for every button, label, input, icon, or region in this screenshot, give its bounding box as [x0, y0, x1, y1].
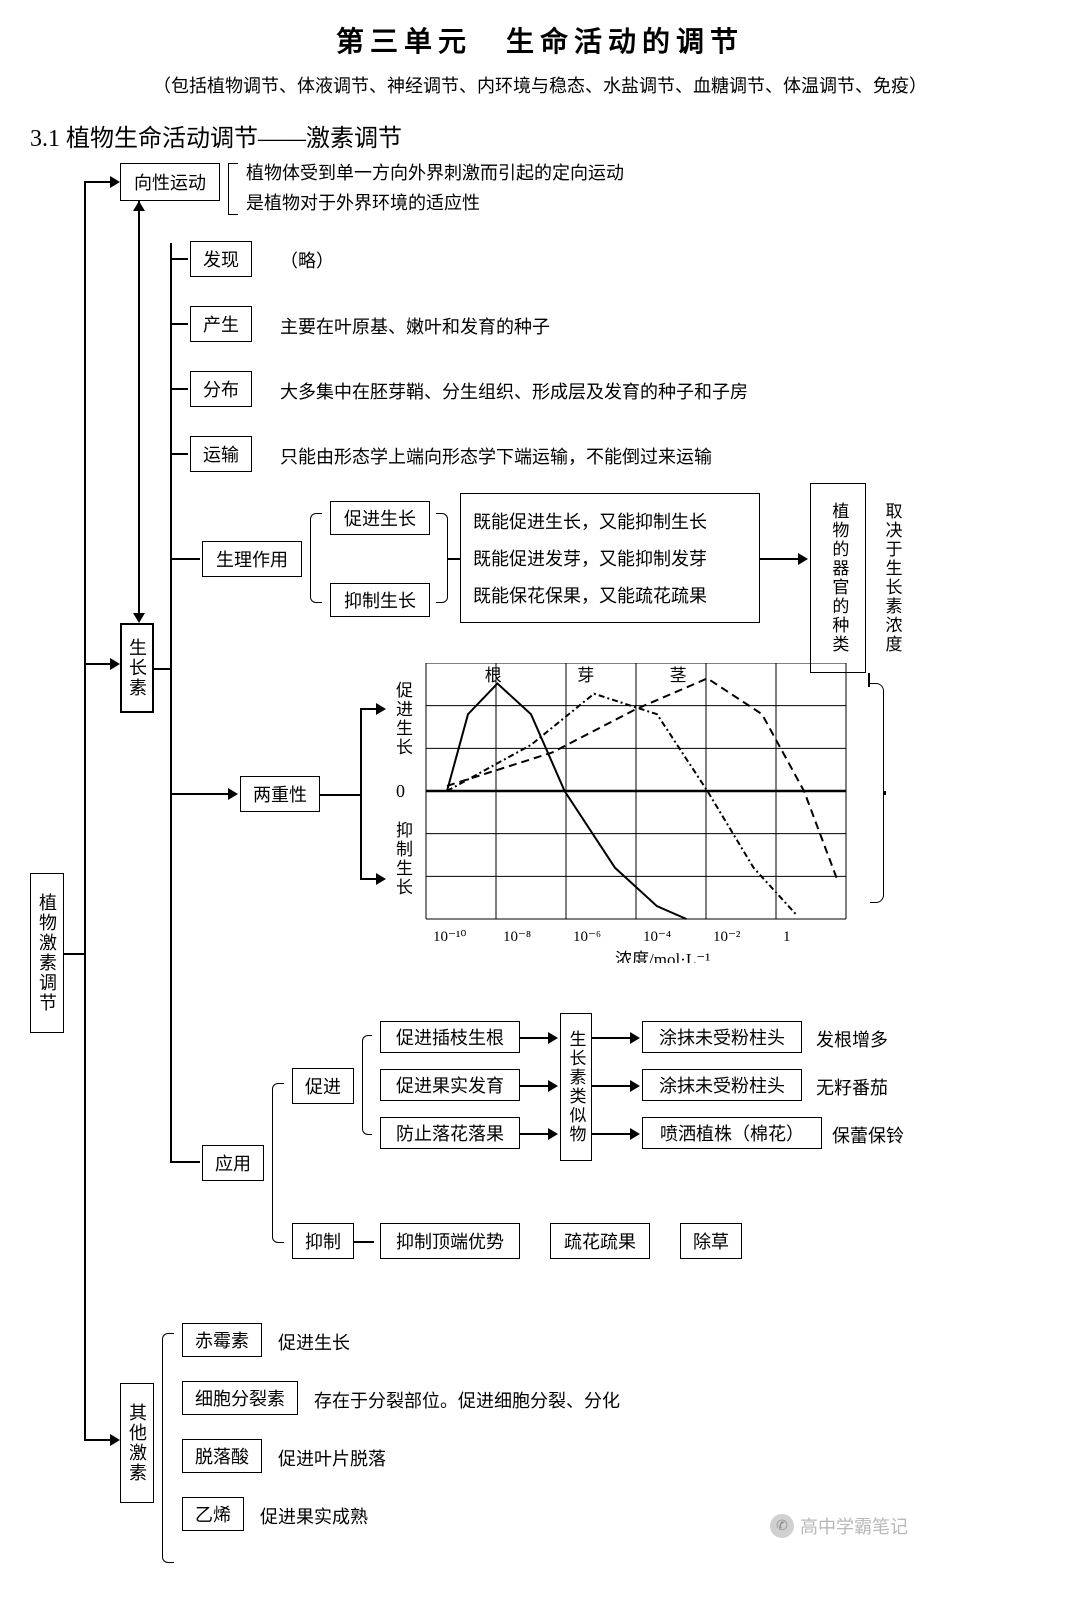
node-root: 植物激素调节 — [30, 873, 64, 1033]
node-distrib: 分布 — [190, 371, 252, 407]
node-ap2: 促进果实发育 — [380, 1069, 520, 1101]
txt-r3b: 保蕾保铃 — [832, 1122, 904, 1148]
duality-chart: 促进生长 0 抑制生长 根芽茎10⁻¹⁰10⁻⁸10⁻⁶10⁻⁴10⁻²1浓度/… — [390, 663, 860, 963]
node-ap1: 促进插枝生根 — [380, 1021, 520, 1053]
section-heading: 3.1 植物生命活动调节——激素调节 — [30, 118, 1050, 153]
wechat-icon: ✆ — [770, 1514, 794, 1538]
node-inhibit-growth: 抑制生长 — [330, 583, 430, 617]
svg-text:1: 1 — [783, 929, 791, 945]
node-r2a: 涂抹未受粉柱头 — [642, 1069, 802, 1101]
svg-text:浓度/mol·L⁻¹: 浓度/mol·L⁻¹ — [615, 950, 710, 963]
txt-discover: （略） — [280, 247, 334, 273]
txt-h2: 存在于分裂部位。促进细胞分裂、分化 — [314, 1387, 620, 1413]
svg-text:10⁻²: 10⁻² — [713, 929, 741, 945]
txt-effect1: 既能促进生长，又能抑制生长 — [473, 508, 707, 534]
node-h1: 赤霉素 — [182, 1323, 262, 1357]
txt-r1b: 发根增多 — [816, 1026, 888, 1052]
txt-tropism2: 是植物对于外界环境的适应性 — [246, 189, 480, 215]
node-transport: 运输 — [190, 436, 252, 472]
txt-transport: 只能由形态学上端向形态学下端运输，不能倒过来运输 — [280, 443, 712, 469]
page-subtitle: （包括植物调节、体液调节、神经调节、内环境与稳态、水盐调节、血糖调节、体温调节、… — [30, 72, 1050, 98]
chart-ylabel-bot: 抑制生长 — [386, 813, 419, 905]
node-discover: 发现 — [190, 241, 252, 277]
watermark: ✆ 高中学霸笔记 — [770, 1513, 908, 1539]
node-depend-conc: 取决于生长素浓度 — [876, 483, 908, 673]
node-h4: 乙烯 — [182, 1497, 244, 1531]
svg-text:芽: 芽 — [577, 666, 594, 685]
txt-h4: 促进果实成熟 — [260, 1503, 368, 1529]
node-tropism: 向性运动 — [120, 163, 220, 201]
node-in3: 除草 — [680, 1223, 742, 1259]
txt-h1: 促进生长 — [278, 1329, 350, 1355]
node-in2: 疏花疏果 — [550, 1223, 650, 1259]
node-apply-promote: 促进 — [292, 1068, 354, 1104]
svg-text:10⁻⁶: 10⁻⁶ — [573, 929, 601, 945]
node-r1a: 涂抹未受粉柱头 — [642, 1021, 802, 1053]
node-r3a: 喷洒植株（棉花） — [642, 1117, 822, 1149]
txt-tropism1: 植物体受到单一方向外界刺激而引起的定向运动 — [246, 159, 624, 185]
chart-zero: 0 — [396, 781, 405, 802]
txt-distrib: 大多集中在胚芽鞘、分生组织、形成层及发育的种子和子房 — [280, 378, 748, 404]
svg-text:10⁻¹⁰: 10⁻¹⁰ — [433, 929, 466, 945]
txt-produce: 主要在叶原基、嫩叶和发育的种子 — [280, 313, 550, 339]
node-produce: 产生 — [190, 306, 252, 342]
node-other: 其他激素 — [120, 1383, 154, 1503]
node-duality: 两重性 — [240, 776, 320, 812]
svg-text:根: 根 — [485, 666, 502, 685]
svg-text:茎: 茎 — [670, 666, 687, 685]
node-analog: 生长素类似物 — [560, 1013, 592, 1161]
svg-text:10⁻⁴: 10⁻⁴ — [643, 929, 671, 945]
node-h3: 脱落酸 — [182, 1439, 262, 1473]
node-effects: 既能促进生长，又能抑制生长 既能促进发芽，又能抑制发芽 既能保花保果，又能疏花疏… — [460, 493, 760, 623]
watermark-text: 高中学霸笔记 — [800, 1513, 908, 1539]
chart-ylabel-top: 促进生长 — [386, 673, 419, 765]
node-in1: 抑制顶端优势 — [380, 1223, 520, 1259]
txt-r2b: 无籽番茄 — [816, 1074, 888, 1100]
node-physio: 生理作用 — [202, 541, 302, 577]
node-ap3: 防止落花落果 — [380, 1117, 520, 1149]
node-promote-growth: 促进生长 — [330, 501, 430, 535]
node-depend-organ: 植物的器官的种类 — [810, 483, 866, 673]
node-h2: 细胞分裂素 — [182, 1381, 298, 1415]
page-title: 第三单元 生命活动的调节 — [30, 20, 1050, 60]
node-apply-inhibit: 抑制 — [292, 1223, 354, 1259]
svg-text:10⁻⁸: 10⁻⁸ — [503, 929, 531, 945]
concept-diagram: 植物激素调节 向性运动 植物体受到单一方向外界刺激而引起的定向运动 是植物对于外… — [30, 163, 1050, 1583]
txt-effect3: 既能保花保果，又能疏花疏果 — [473, 582, 707, 608]
txt-effect2: 既能促进发芽，又能抑制发芽 — [473, 545, 707, 571]
node-apply: 应用 — [202, 1145, 264, 1181]
txt-h3: 促进叶片脱落 — [278, 1445, 386, 1471]
node-auxin: 生长素 — [120, 623, 154, 713]
